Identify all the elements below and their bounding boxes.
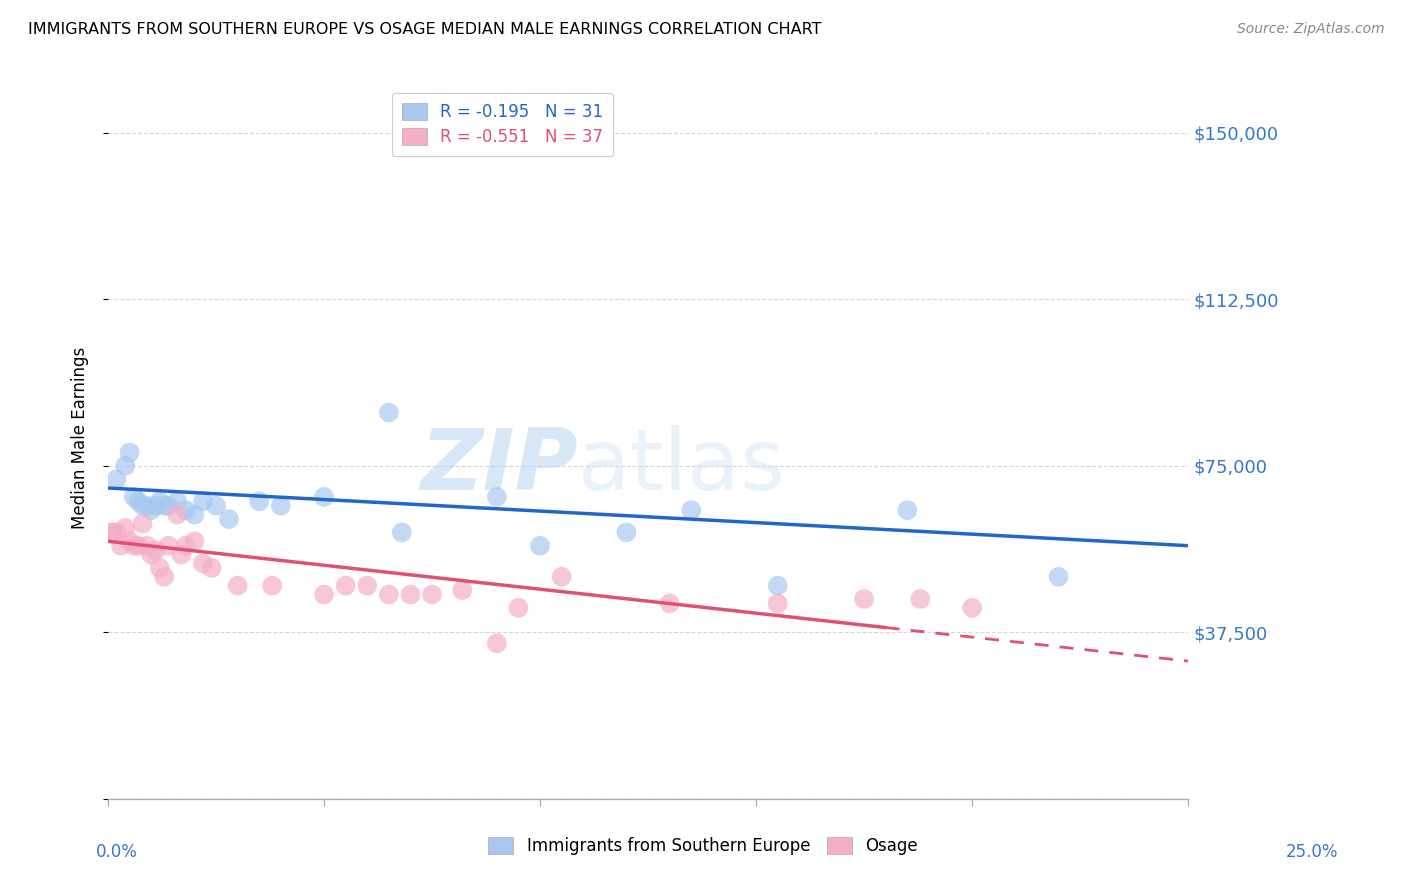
Point (658, 596, 681, 610)
Point (391, 525, 413, 540)
Point (118, 534, 141, 549)
Y-axis label: Median Male Earnings: Median Male Earnings (72, 347, 89, 529)
Point (191, 557, 214, 571)
Point (896, 503, 918, 517)
Point (166, 494, 188, 508)
Point (101, 525, 124, 540)
Point (485, 636, 508, 650)
Legend: R = -0.195   N = 31, R = -0.551   N = 37: R = -0.195 N = 31, R = -0.551 N = 37 (391, 93, 613, 156)
Point (170, 548, 193, 562)
Point (183, 508, 205, 522)
Point (356, 579, 378, 593)
Text: Source: ZipAtlas.com: Source: ZipAtlas.com (1237, 22, 1385, 37)
Point (127, 494, 149, 508)
Point (451, 583, 474, 598)
Point (122, 539, 145, 553)
Point (681, 503, 703, 517)
Point (105, 525, 128, 540)
Point (226, 579, 249, 593)
Point (205, 499, 228, 513)
Point (131, 516, 153, 531)
Point (485, 490, 508, 504)
Point (312, 490, 335, 504)
Point (174, 503, 197, 517)
Point (141, 503, 163, 517)
Point (191, 494, 214, 508)
Text: 25.0%: 25.0% (1286, 843, 1339, 861)
Point (122, 490, 145, 504)
Point (960, 600, 983, 615)
Point (218, 512, 240, 526)
Point (616, 525, 638, 540)
Point (118, 445, 141, 459)
Point (131, 499, 153, 513)
Point (105, 472, 128, 486)
Point (127, 539, 149, 553)
Point (141, 548, 163, 562)
Point (157, 539, 180, 553)
Point (378, 588, 401, 602)
Point (312, 588, 335, 602)
Point (149, 494, 172, 508)
Point (378, 405, 401, 419)
Point (910, 591, 932, 606)
Point (114, 458, 136, 473)
Point (335, 579, 357, 593)
Text: ZIP: ZIP (420, 425, 578, 508)
Text: IMMIGRANTS FROM SOUTHERN EUROPE VS OSAGE MEDIAN MALE EARNINGS CORRELATION CHART: IMMIGRANTS FROM SOUTHERN EUROPE VS OSAGE… (28, 22, 821, 37)
Point (174, 539, 197, 553)
Text: atlas: atlas (578, 425, 786, 508)
Point (149, 561, 172, 575)
Point (135, 499, 157, 513)
Point (201, 561, 224, 575)
Point (766, 596, 789, 610)
Point (270, 499, 292, 513)
Point (550, 570, 572, 584)
Point (145, 543, 167, 558)
Legend: Immigrants from Southern Europe, Osage: Immigrants from Southern Europe, Osage (482, 830, 924, 862)
Point (183, 534, 205, 549)
Point (262, 579, 284, 593)
Point (766, 579, 789, 593)
Point (157, 499, 180, 513)
Point (853, 591, 876, 606)
Point (166, 508, 188, 522)
Point (508, 600, 530, 615)
Point (1047, 570, 1070, 584)
Point (399, 588, 422, 602)
Point (145, 499, 167, 513)
Text: 0.0%: 0.0% (96, 843, 138, 861)
Point (529, 539, 551, 553)
Point (420, 588, 443, 602)
Point (110, 539, 132, 553)
Point (101, 525, 124, 540)
Point (247, 494, 270, 508)
Point (153, 570, 176, 584)
Point (135, 539, 157, 553)
Point (114, 521, 136, 535)
Point (153, 499, 176, 513)
